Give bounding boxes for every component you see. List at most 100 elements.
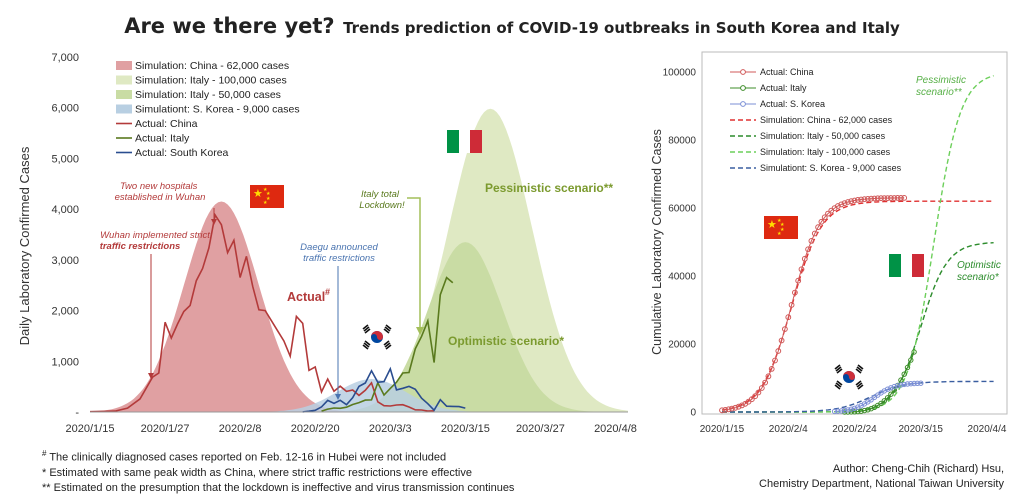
daegu-arrowhead <box>335 394 341 400</box>
legend-marker <box>740 85 746 91</box>
annotation-optimistic: Optimistic <box>957 260 1001 271</box>
actual-line <box>302 366 466 413</box>
actual-marker <box>851 197 858 204</box>
actual-marker <box>719 407 725 414</box>
actual-marker <box>881 195 888 202</box>
annotation-optimistic-2: scenario* <box>957 272 1000 283</box>
actual-marker <box>894 195 901 201</box>
actual-marker <box>752 393 758 400</box>
china-flag-icon: ★ ★ ★ ★ ★ <box>764 216 798 239</box>
actual-marker <box>845 199 851 205</box>
actual-line <box>89 212 435 413</box>
actual-marker <box>758 385 765 391</box>
actual-lines <box>89 212 466 413</box>
footnote-1-text: The clinically diagnosed cases reported … <box>49 451 447 464</box>
actual-marker <box>868 406 874 412</box>
annotation-optimistic: Optimistic scenario* <box>448 334 564 348</box>
actual-marker <box>775 348 782 354</box>
annotation-daegu-1: Daegu announced <box>300 242 378 253</box>
svg-text:★: ★ <box>777 231 782 237</box>
south-korea-flag-icon <box>360 324 394 350</box>
chart-title: Are we there yet? Trends prediction of C… <box>0 14 1024 38</box>
actual-marker <box>772 357 778 364</box>
annotation-hospitals-line1: Two new hospitals <box>120 181 198 192</box>
actual-marker <box>878 400 884 407</box>
y-tick-label: 3,000 <box>51 255 79 267</box>
legend-label: Actual: Italy <box>135 133 190 145</box>
svg-text:★: ★ <box>263 200 268 206</box>
actual-marker <box>788 302 795 308</box>
actual-line <box>721 197 905 411</box>
actual-marker <box>898 377 904 383</box>
annotation-italy-1: Italy total <box>361 189 400 200</box>
footnotes: # The clinically diagnosed cases reporte… <box>42 446 514 496</box>
x-tick-labels: 2020/1/15 2020/2/4 2020/2/24 2020/3/15 2020/… <box>700 424 1007 435</box>
actual-marker <box>881 398 888 404</box>
actual-line <box>844 351 915 413</box>
actual-marker <box>805 246 812 253</box>
simulation-line <box>721 200 994 411</box>
actual-marker <box>782 326 788 333</box>
footnote-3: ** Estimated on the presumption that the… <box>42 481 515 494</box>
y-tick-label: 2,000 <box>51 306 79 318</box>
actual-marker <box>792 289 798 296</box>
actual-marker <box>795 277 802 284</box>
actual-marker <box>732 404 739 411</box>
legend-label: Simulation: China - 62,000 cases <box>135 60 289 72</box>
italy-arrow <box>407 197 421 330</box>
actual-marker <box>755 389 762 396</box>
italy-flag-icon <box>889 254 924 277</box>
actual-marker <box>765 373 772 380</box>
actual-marker <box>911 349 917 355</box>
annotation-actual-mark: # <box>325 287 330 297</box>
y-tick-label: 5,000 <box>51 153 79 165</box>
legend-label: Simulation: Italy - 50,000 cases <box>760 131 886 141</box>
svg-text:★: ★ <box>253 188 263 200</box>
x-tick-label: 2020/2/8 <box>219 423 262 435</box>
annotation-italy-2: Lockdown! <box>359 200 405 211</box>
actual-marker <box>851 405 858 411</box>
svg-text:★: ★ <box>266 196 271 202</box>
legend-marker <box>740 69 746 75</box>
actual-marker <box>838 201 845 208</box>
actual-marker <box>891 195 898 201</box>
actual-marker <box>888 195 894 201</box>
actual-marker <box>815 224 822 231</box>
legend-label: Simulationt: S. Korea - 9,000 cases <box>760 163 902 173</box>
actual-marker <box>801 255 808 262</box>
x-tick-label: 2020/4/4 <box>968 424 1007 435</box>
legend-label: Actual: South Korea <box>135 147 229 159</box>
actual-line <box>834 382 921 412</box>
y-tick-labels: - 1,000 2,000 3,000 4,000 5,000 6,000 7,000 <box>51 52 79 419</box>
annotation-pessimistic: Pessimistic scenario** <box>485 181 613 195</box>
south-korea-flag-icon <box>832 364 866 390</box>
hospitals-arrowhead <box>211 219 217 225</box>
actual-marker <box>888 391 894 397</box>
y-tick-label: 80000 <box>668 136 696 147</box>
actual-marker <box>808 238 815 244</box>
x-tick-label: 2020/1/27 <box>141 423 190 435</box>
simulation-line <box>722 242 994 413</box>
actual-marker <box>868 195 875 202</box>
footnote-1-mark: # <box>42 449 47 458</box>
y-tick-label: 100000 <box>663 68 697 79</box>
simulation-area <box>90 242 628 412</box>
daily-cases-chart: - 1,000 2,000 3,000 4,000 5,000 6,000 7,000 202… <box>17 52 637 435</box>
annotation-daegu-2: traffic restrictions <box>303 253 375 264</box>
x-tick-label: 2020/2/24 <box>832 424 877 435</box>
plot-frame <box>701 51 1008 415</box>
x-tick-label: 2020/2/20 <box>291 423 340 435</box>
actual-marker <box>825 210 831 217</box>
x-tick-label: 2020/4/8 <box>594 423 637 435</box>
svg-text:★: ★ <box>767 219 777 231</box>
title-sub: Trends prediction of COVID-19 outbreaks … <box>343 19 900 37</box>
actual-marker <box>884 386 891 392</box>
annotation-hospitals: Two new hospitals established in Wuhan <box>115 181 206 203</box>
footnote-1: # The clinically diagnosed cases reporte… <box>42 446 514 466</box>
x-tick-label: 2020/3/15 <box>899 424 944 435</box>
italy-arrowhead <box>416 327 424 335</box>
author-line-2: Chemistry Department, National Taiwan Un… <box>759 478 1004 490</box>
y-tick-label: 20000 <box>668 340 696 351</box>
actual-marker <box>729 405 735 412</box>
